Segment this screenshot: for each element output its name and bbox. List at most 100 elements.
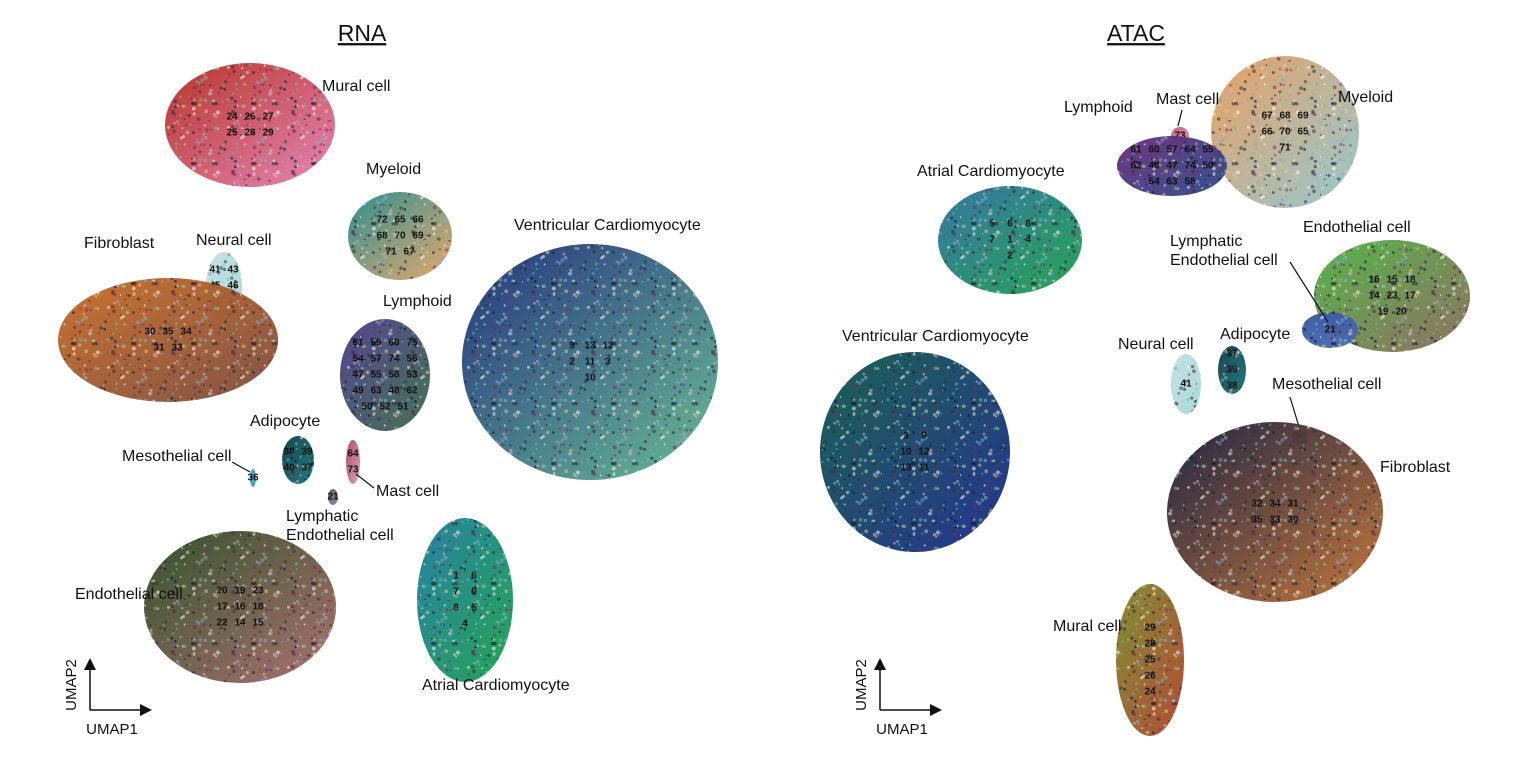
cluster-number: 63 (1166, 177, 1178, 188)
cluster-number: 2 (1007, 251, 1013, 262)
cluster-number: 47 (352, 370, 364, 381)
cell-type-label: Ventricular Cardiomyocyte (514, 217, 701, 234)
cluster-number: 72 (376, 215, 388, 226)
cluster-number: 73 (347, 465, 359, 476)
cluster-texture (340, 319, 430, 431)
cluster-region (346, 440, 360, 484)
cluster-number: 40 (283, 463, 295, 474)
cluster-number: 5 (989, 219, 995, 230)
cluster-texture (1117, 136, 1227, 196)
cluster-number: 8 (1025, 219, 1031, 230)
cluster-number: 56 (406, 354, 418, 365)
cluster-number: 9 (921, 431, 927, 442)
cluster-number: 10 (584, 373, 596, 384)
cluster-number: 13 (900, 463, 912, 474)
cell-type-label: Neural cell (1118, 336, 1194, 353)
cell-type-label: Lymphatic Endothelial cell (1170, 233, 1278, 269)
cluster-number: 4 (1025, 235, 1031, 246)
cluster-number: 50 (1202, 161, 1214, 172)
cluster-number: 55 (370, 370, 382, 381)
cluster-number: 31 (153, 343, 165, 354)
cluster-number: 35 (1251, 515, 1263, 526)
cell-type-label: Mast cell (376, 483, 439, 500)
cluster-number: 41 (209, 265, 221, 276)
cluster-number: 24 (226, 112, 238, 123)
cluster-number: 71 (1279, 143, 1291, 154)
cluster-number: 51 (397, 402, 409, 413)
cluster-number: 64 (1184, 145, 1196, 156)
cluster-number: 70 (394, 231, 406, 242)
cell-type-label: Fibroblast (84, 235, 155, 252)
cluster-number: 36 (247, 473, 259, 484)
cluster-number: 52 (379, 402, 391, 413)
cluster-number: 23 (252, 586, 264, 597)
cluster-number: 63 (370, 386, 382, 397)
cluster-number: 7 (989, 235, 995, 246)
cluster-number: 39 (1226, 365, 1238, 376)
cluster-number: 75 (406, 338, 418, 349)
cluster-texture (1167, 422, 1383, 602)
cluster-number: 25 (226, 128, 238, 139)
axis-label: UMAP1 (876, 721, 928, 738)
axis-label: UMAP1 (86, 721, 138, 738)
cluster-number: 66 (1261, 127, 1273, 138)
cluster-number: 7 (453, 587, 459, 598)
cluster-number: 70 (1279, 127, 1291, 138)
cluster-number: 0 (471, 587, 477, 598)
cluster-number: 54 (1148, 177, 1160, 188)
cell-type-label: Ventricular Cardiomyocyte (842, 328, 1029, 345)
cluster-number: 46 (227, 281, 239, 292)
cluster-number: 10 (900, 447, 912, 458)
cluster-number: 28 (1144, 639, 1156, 650)
cluster-number: 29 (1144, 623, 1156, 634)
cluster-number: 30 (144, 327, 156, 338)
cluster-number: 29 (262, 128, 274, 139)
cluster-texture (938, 186, 1082, 294)
cluster-number: 64 (347, 449, 359, 460)
cell-type-label: Endothelial cell (75, 586, 183, 603)
cluster-number: 30 (1287, 515, 1299, 526)
cell-type-label: Neural cell (196, 232, 272, 249)
cell-type-label: Lymphoid (383, 293, 452, 310)
cluster-number: 6 (1007, 219, 1013, 230)
cell-type-label: Atrial Cardiomyocyte (422, 677, 570, 694)
cluster-number: 62 (406, 386, 418, 397)
leader-line (355, 473, 375, 489)
cell-type-label: Mast cell (1156, 91, 1219, 108)
cluster-number: 26 (244, 112, 256, 123)
cluster-number: 57 (370, 354, 382, 365)
cluster-number: 59 (370, 338, 382, 349)
cluster-number: 3 (903, 431, 909, 442)
cluster-number: 25 (1144, 655, 1156, 666)
cluster-texture (1116, 584, 1184, 736)
cluster-number: 61 (352, 338, 364, 349)
cluster-texture (1211, 56, 1359, 208)
cluster-number: 73 (1174, 131, 1186, 142)
cluster-number: 34 (180, 327, 192, 338)
cluster-number: 74 (388, 354, 400, 365)
cluster-texture (282, 436, 314, 484)
cluster-number: 74 (1184, 161, 1196, 172)
cluster-number: 21 (327, 492, 339, 503)
cluster-number: 69 (1297, 111, 1309, 122)
arrow-head (140, 704, 152, 716)
cluster-texture (462, 244, 718, 480)
cluster-number: 12 (602, 341, 614, 352)
cluster-number: 6 (471, 571, 477, 582)
cell-type-label: Mesothelial cell (122, 448, 231, 465)
cluster-number: 15 (1386, 275, 1398, 286)
cell-type-label: Lymphatic Endothelial cell (286, 508, 394, 544)
cluster-number: 48 (388, 386, 400, 397)
cluster-texture (1302, 312, 1358, 348)
cluster-number: 20 (1395, 307, 1407, 318)
cluster-number: 48 (1148, 161, 1160, 172)
cluster-number: 57 (1166, 145, 1178, 156)
cell-type-label: Mural cell (1053, 618, 1121, 635)
cluster-number: 67 (403, 247, 415, 258)
leader-line (1289, 261, 1329, 323)
cluster-number: 16 (1368, 275, 1380, 286)
cluster-number: 17 (216, 602, 228, 613)
cluster-number: 68 (376, 231, 388, 242)
cell-type-label: Adipocyte (250, 413, 320, 430)
